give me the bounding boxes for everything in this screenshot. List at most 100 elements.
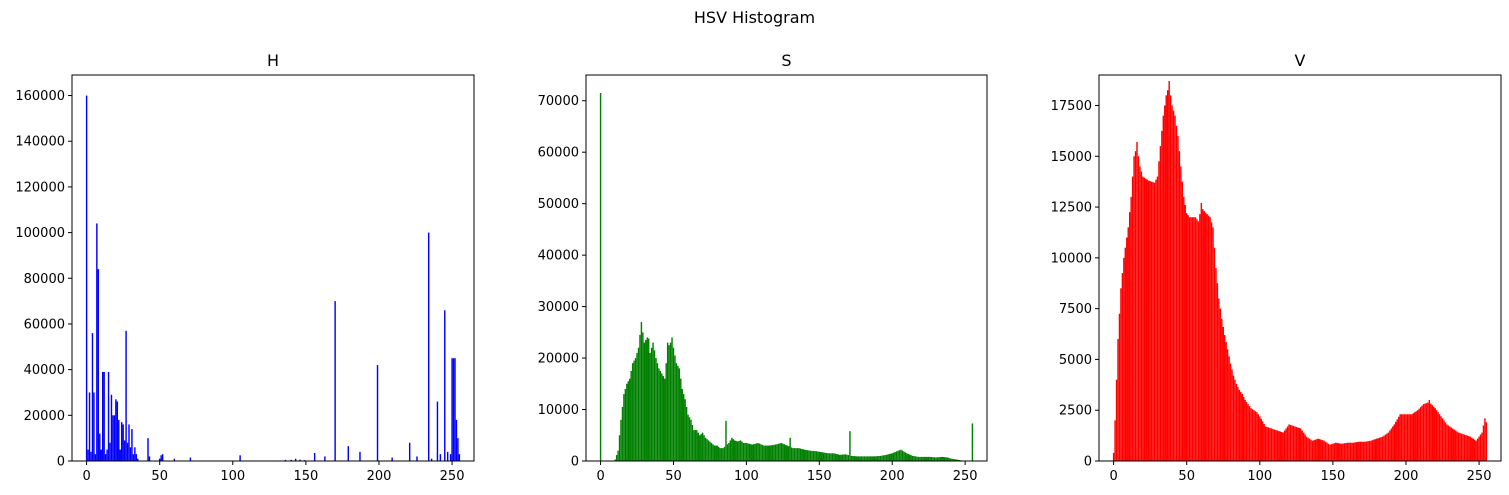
histogram-bar <box>713 445 716 461</box>
histogram-bar <box>1365 441 1368 461</box>
histogram-bar <box>1286 426 1289 461</box>
histogram-bar <box>750 444 752 461</box>
histogram-bar <box>649 352 651 461</box>
histogram-bar <box>1431 405 1434 461</box>
x-tick-label: 100 <box>1247 469 1272 484</box>
histogram-bar <box>1190 217 1192 461</box>
histogram-bar <box>700 433 702 461</box>
histogram-bar <box>887 454 889 461</box>
histogram-bar <box>93 392 95 461</box>
histogram-bar <box>454 358 456 461</box>
histogram-bar <box>688 417 691 461</box>
histogram-bar <box>681 388 683 461</box>
histogram-bar <box>913 456 915 461</box>
histogram-bar <box>103 371 105 461</box>
histogram-bar <box>1112 452 1115 461</box>
histogram-bar <box>1422 404 1425 461</box>
histogram-bar <box>1317 438 1319 461</box>
histogram-bar <box>1250 408 1252 461</box>
histogram-bar <box>782 443 784 461</box>
histogram-bar <box>758 443 761 461</box>
histogram-bar <box>1376 438 1378 461</box>
histogram-bar <box>898 450 901 461</box>
histogram-bar <box>1118 313 1121 461</box>
subplot-title: V <box>1295 51 1306 70</box>
histogram-bar <box>1243 397 1245 461</box>
histogram-bar <box>1231 369 1233 461</box>
histogram-bar <box>1126 237 1128 461</box>
histogram-bar <box>1462 434 1464 461</box>
histogram-bar <box>761 444 764 461</box>
histogram-bar <box>1172 110 1175 461</box>
histogram-bar <box>173 458 176 461</box>
histogram-bar <box>1304 434 1306 461</box>
histogram-bar <box>859 456 861 461</box>
histogram-bar <box>850 455 853 461</box>
histogram-bar <box>672 347 675 461</box>
histogram-bar <box>106 449 108 461</box>
histogram-bar <box>1314 439 1317 461</box>
histogram-bar <box>91 333 94 461</box>
histogram-bar <box>115 399 117 461</box>
histogram-bar <box>796 448 799 461</box>
histogram-bar <box>742 442 745 461</box>
histogram-bar <box>1332 443 1334 461</box>
figure-title: HSV Histogram <box>693 8 816 27</box>
histogram-bar <box>699 435 701 461</box>
histogram-bar <box>668 345 670 461</box>
y-tick-label: 0 <box>571 455 579 470</box>
histogram-bar <box>189 457 192 461</box>
histogram-bar <box>1123 257 1125 461</box>
histogram-bar <box>132 454 135 461</box>
histogram-bar <box>1221 318 1223 461</box>
histogram-bar <box>1283 430 1286 461</box>
histogram-bar <box>1159 146 1162 461</box>
histogram-bar <box>1292 425 1295 461</box>
y-tick-label: 40000 <box>24 363 65 378</box>
histogram-bar <box>770 445 772 461</box>
histogram-bar <box>1237 386 1239 461</box>
histogram-bar <box>831 453 834 461</box>
histogram-bar <box>1460 433 1463 461</box>
histogram-bar <box>1313 440 1315 461</box>
y-tick-label: 0 <box>57 455 65 470</box>
histogram-bar <box>717 446 720 461</box>
histogram-bar <box>1285 428 1287 461</box>
histogram-bar <box>655 358 657 461</box>
histogram-bar <box>1171 105 1173 461</box>
histogram-bar <box>802 449 804 461</box>
histogram-bar <box>147 438 149 461</box>
histogram-bar <box>455 419 458 461</box>
histogram-bar <box>1281 432 1283 461</box>
histogram-bar <box>1209 217 1211 461</box>
x-tick-label: 200 <box>1394 469 1419 484</box>
histogram-bar <box>752 444 755 461</box>
histogram-bar <box>1166 90 1169 461</box>
histogram-bar <box>701 432 704 461</box>
histogram-bar <box>783 444 786 461</box>
histogram-bar <box>653 350 656 461</box>
x-tick-label: 100 <box>734 469 759 484</box>
histogram-bar <box>104 454 107 461</box>
histogram-bar <box>1240 391 1242 461</box>
histogram-bar <box>734 440 736 461</box>
histogram-bar <box>894 451 896 461</box>
histogram-bar <box>376 365 379 461</box>
histogram-bar <box>1256 412 1258 461</box>
histogram-bar <box>1264 426 1267 461</box>
histogram-bar <box>890 453 892 461</box>
histogram-bar <box>634 358 637 461</box>
histogram-bar <box>1165 95 1167 461</box>
histogram-bar <box>728 442 730 461</box>
histogram-bar <box>833 453 835 461</box>
histogram-bar <box>1427 402 1429 461</box>
histogram-bar <box>1183 196 1185 462</box>
histogram-bar <box>849 431 851 461</box>
histogram-bar <box>958 459 961 461</box>
histogram-bar <box>805 449 807 461</box>
histogram-bar <box>1175 125 1178 461</box>
histogram-bar <box>1395 421 1397 461</box>
histogram-bar <box>1235 383 1238 461</box>
histogram-bar <box>876 456 879 461</box>
histogram-bar <box>1294 426 1296 461</box>
